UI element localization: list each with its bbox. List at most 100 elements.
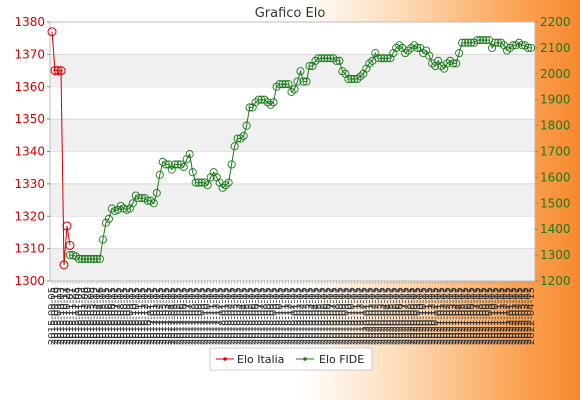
x-tick-label: 2016-02-06 xyxy=(80,287,91,345)
x-tick-label: 2017-07-15 xyxy=(185,287,196,345)
grid-band xyxy=(50,119,535,152)
data-point xyxy=(161,160,170,169)
x-tick-label: 2016-12-01 xyxy=(140,287,151,345)
left-tick-label: 1320 xyxy=(14,209,45,223)
x-tick-label: 2019-04-15 xyxy=(310,287,321,345)
x-tick-label: 2021-04-15 xyxy=(454,287,465,345)
x-tick-label: 2017-02-15 xyxy=(155,287,166,345)
data-point xyxy=(83,254,92,264)
data-point xyxy=(77,254,86,264)
x-tick-label: 2020-05-01 xyxy=(385,287,396,345)
x-tick-label: 2019-06-01 xyxy=(319,287,330,345)
x-tick-label: 2018-01-01 xyxy=(218,287,229,345)
data-point xyxy=(323,54,332,63)
data-point xyxy=(275,80,284,89)
data-point xyxy=(221,181,230,190)
x-tick-label: 2015-10-24 xyxy=(62,287,73,345)
data-point xyxy=(95,254,104,264)
left-tick-label: 1310 xyxy=(14,242,45,256)
data-point xyxy=(353,74,362,84)
data-point xyxy=(263,98,272,107)
x-tick-label: 2021-10-15 xyxy=(490,287,501,345)
data-point xyxy=(179,162,188,172)
x-tick-label: 2019-06-15 xyxy=(322,287,333,345)
data-point xyxy=(458,38,467,47)
right-tick-label: 2000 xyxy=(540,67,571,81)
x-tick-label: 2016-10-01 xyxy=(128,287,139,345)
right-tick-label: 1400 xyxy=(540,222,571,236)
x-tick-label: 2019-10-01 xyxy=(343,287,354,345)
data-point xyxy=(242,121,251,130)
legend-label-elo-fide: Elo FIDE xyxy=(319,353,364,366)
x-tick-label: 2015-11-21 xyxy=(68,287,79,345)
left-tick-label: 1350 xyxy=(14,112,45,126)
x-tick-label: 2021-11-01 xyxy=(493,287,504,345)
x-tick-label: 2018-12-15 xyxy=(287,287,298,345)
data-point xyxy=(245,103,254,112)
x-tick-label: 2019-12-15 xyxy=(358,287,369,345)
legend: Elo Italia Elo FIDE xyxy=(209,347,373,371)
x-tick-label: 2018-05-15 xyxy=(245,287,256,345)
x-tick-label: 2020-10-01 xyxy=(415,287,426,345)
x-axis: 2015-09-052015-09-162015-09-192015-10-03… xyxy=(47,281,537,345)
x-tick-label: 2018-10-01 xyxy=(272,287,283,345)
data-point xyxy=(290,85,299,94)
data-point xyxy=(218,183,227,192)
x-tick-label: 2018-02-15 xyxy=(227,287,238,345)
x-tick-label: 2016-09-15 xyxy=(125,287,136,345)
x-tick-label: 2019-05-15 xyxy=(316,287,327,345)
x-tick-label: 2021-11-15 xyxy=(496,287,507,345)
x-tick-label: 2015-11-07 xyxy=(65,287,76,345)
legend-item-elo-fide[interactable]: Elo FIDE xyxy=(296,353,364,366)
grid-band xyxy=(50,248,535,281)
x-tick-label: 2019-03-01 xyxy=(301,287,312,345)
legend-item-elo-italia[interactable]: Elo Italia xyxy=(216,353,284,366)
x-tick-label: 2019-02-15 xyxy=(298,287,309,345)
data-point xyxy=(203,181,212,190)
right-tick-label: 2100 xyxy=(540,41,571,55)
data-point xyxy=(194,178,203,187)
data-point xyxy=(278,80,287,89)
x-tick-label: 2020-04-01 xyxy=(379,287,390,345)
data-point xyxy=(443,59,452,68)
data-point xyxy=(320,54,329,63)
x-tick-label: 2016-06-01 xyxy=(104,287,115,345)
right-tick-label: 1200 xyxy=(540,274,571,288)
x-tick-label: 2018-08-15 xyxy=(263,287,274,345)
data-point xyxy=(107,204,116,213)
data-point xyxy=(425,51,434,60)
data-point xyxy=(47,27,57,37)
data-point xyxy=(287,87,296,96)
x-tick-label: 2018-11-15 xyxy=(281,287,292,345)
x-tick-label: 2018-03-01 xyxy=(230,287,241,345)
x-tick-label: 2017-04-15 xyxy=(167,287,178,345)
left-tick-label: 1360 xyxy=(14,80,45,94)
data-point xyxy=(230,142,239,151)
x-tick-label: 2016-08-01 xyxy=(116,287,127,345)
data-point xyxy=(344,74,353,84)
x-tick-label: 2019-11-01 xyxy=(349,287,360,345)
data-point xyxy=(338,67,347,76)
x-tick-label: 2020-04-15 xyxy=(382,287,393,345)
data-point xyxy=(380,54,389,63)
x-tick-label: 2022-01-01 xyxy=(505,287,516,345)
left-tick-label: 1330 xyxy=(14,177,45,191)
data-point xyxy=(491,38,500,47)
x-tick-label: 2017-03-01 xyxy=(158,287,169,345)
legend-marker-fide xyxy=(303,357,307,361)
plot-area xyxy=(49,21,536,282)
x-tick-label: 2020-06-15 xyxy=(394,287,405,345)
x-tick-label: 2015-09-05 xyxy=(47,287,58,345)
data-point xyxy=(65,240,75,250)
x-tick-label: 2018-04-15 xyxy=(239,287,250,345)
x-tick-label: 2018-02-01 xyxy=(224,287,235,345)
right-tick-label: 1500 xyxy=(540,196,571,210)
data-point xyxy=(236,134,245,143)
x-tick-label: 2016-06-15 xyxy=(107,287,118,345)
x-tick-label: 2016-07-15 xyxy=(113,287,124,345)
x-tick-label: 2016-10-15 xyxy=(131,287,142,345)
data-point xyxy=(383,54,392,63)
x-tick-label: 2018-12-01 xyxy=(284,287,295,345)
x-tick-label: 2021-10-01 xyxy=(487,287,498,345)
x-tick-label: 2020-12-01 xyxy=(427,287,438,345)
